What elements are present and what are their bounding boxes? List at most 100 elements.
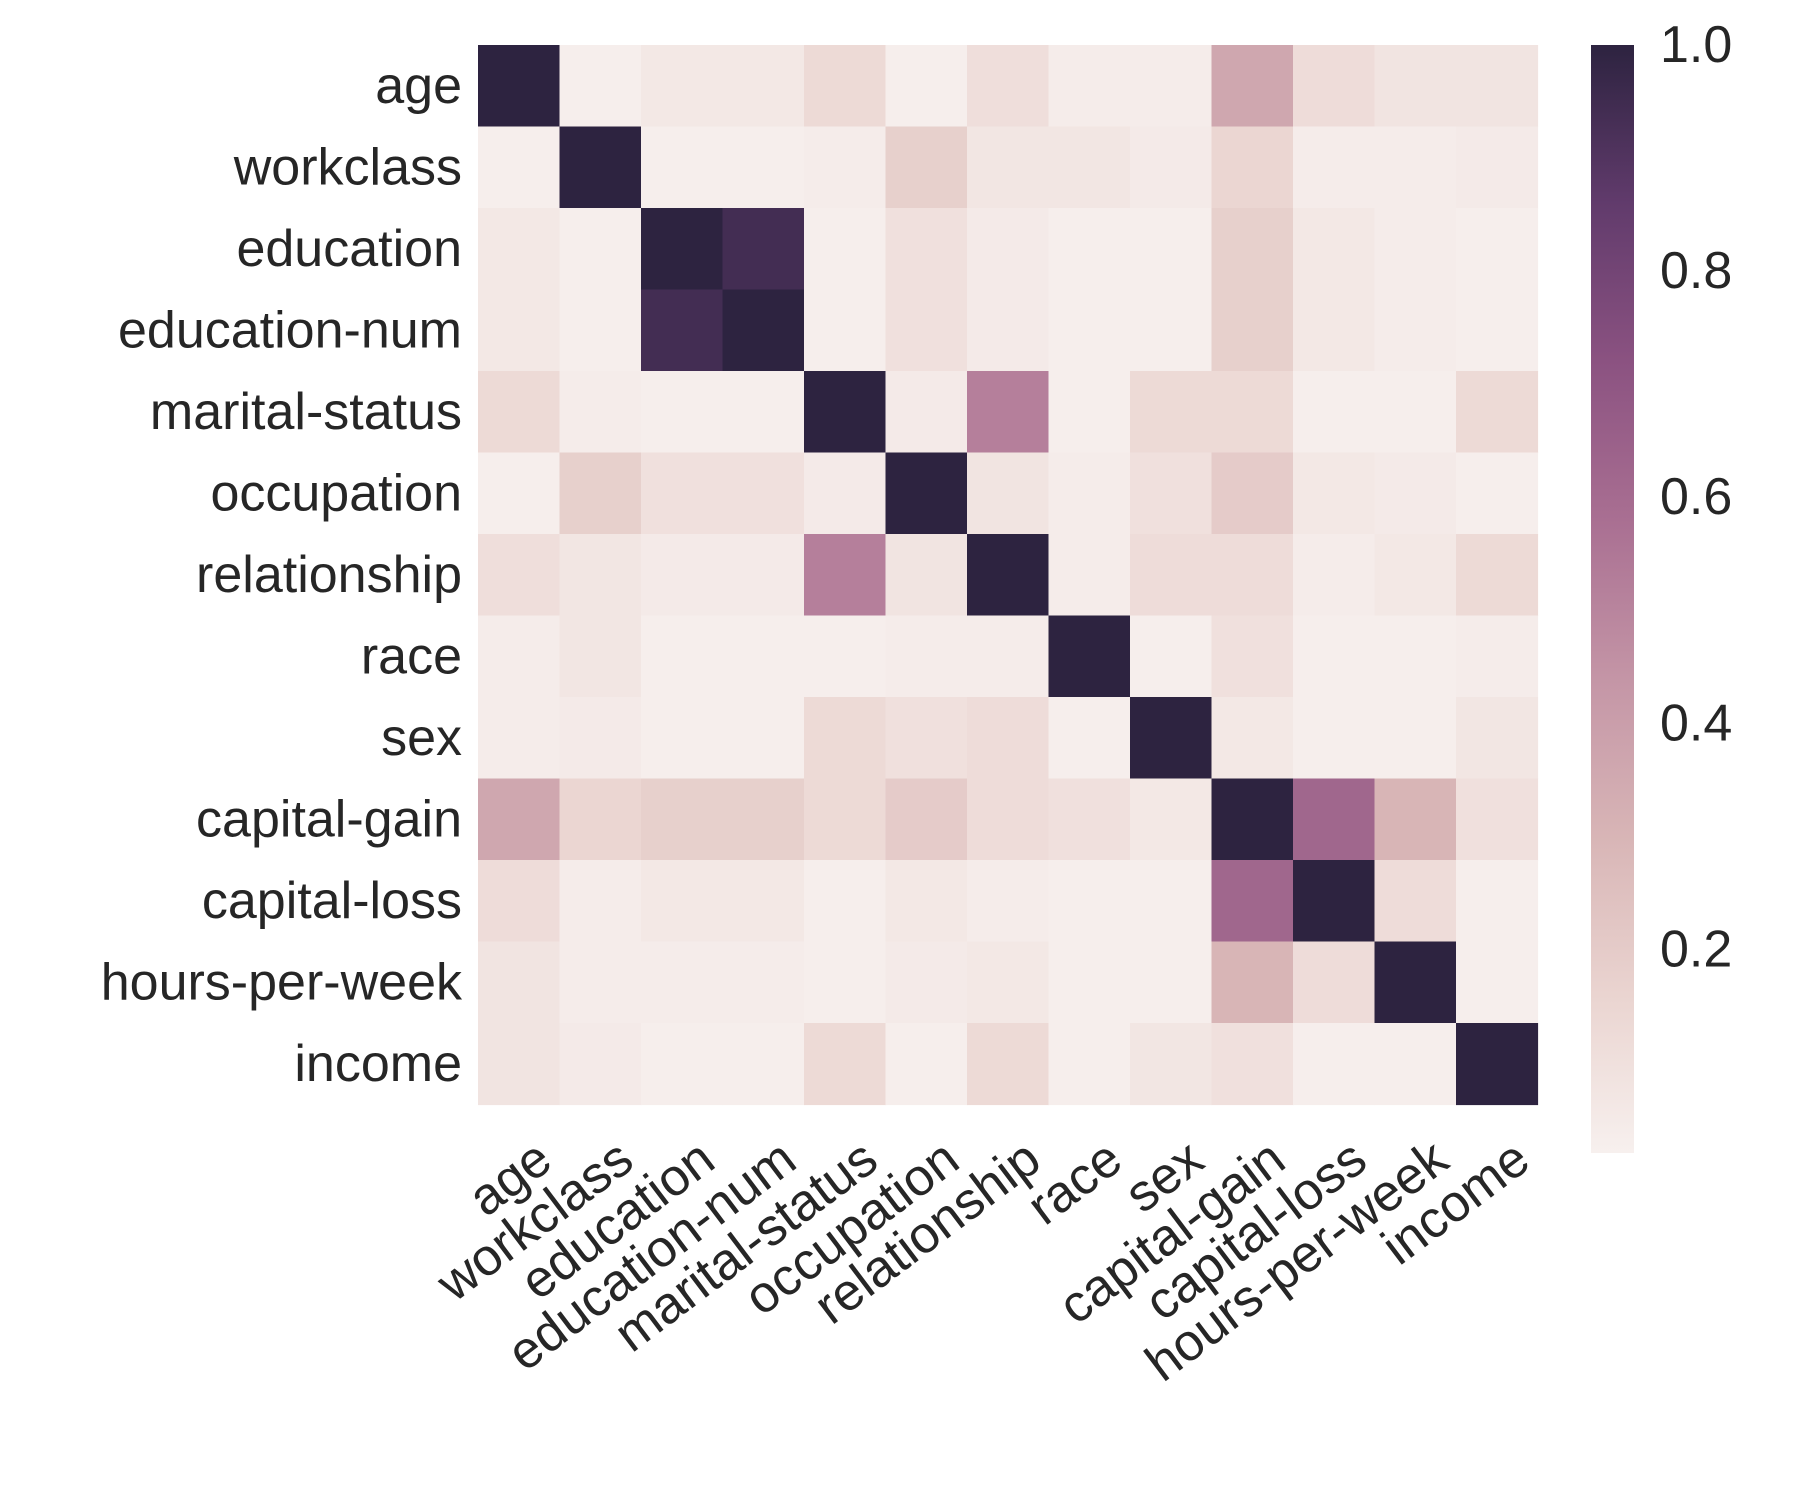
heatmap-cell-marital-status-marital-status	[804, 371, 887, 454]
heatmap-cell-occupation-hours-per-week	[1374, 452, 1457, 535]
heatmap-cell-education-occupation	[885, 208, 968, 291]
heatmap-cell-race-capital-gain	[1211, 615, 1294, 698]
heatmap-cell-occupation-capital-gain	[1211, 452, 1294, 535]
heatmap-cell-capital-gain-income	[1456, 778, 1539, 861]
heatmap-cell-capital-loss-hours-per-week	[1374, 860, 1457, 943]
y-tick-label-capital-loss: capital-loss	[202, 872, 462, 930]
heatmap-cell-age-capital-gain	[1211, 45, 1294, 128]
heatmap-cell-sex-race	[1048, 697, 1131, 780]
heatmap-cell-race-occupation	[885, 615, 968, 698]
heatmap-cell-income-sex	[1130, 1023, 1213, 1106]
heatmap-cell-age-occupation	[885, 45, 968, 128]
heatmap-cell-income-income	[1456, 1023, 1539, 1106]
heatmap-cell-workclass-marital-status	[804, 126, 887, 209]
heatmap-cell-capital-gain-marital-status	[804, 778, 887, 861]
heatmap-cell-education-sex	[1130, 208, 1213, 291]
heatmap-cell-marital-status-education-num	[722, 371, 805, 454]
heatmap-cell-education-num-education	[641, 289, 724, 372]
heatmap-cell-occupation-capital-loss	[1293, 452, 1376, 535]
heatmap-cell-marital-status-education	[641, 371, 724, 454]
heatmap-cell-education-education-num	[722, 208, 805, 291]
heatmap-cell-income-education	[641, 1023, 724, 1106]
y-tick-label-income: income	[294, 1035, 462, 1093]
heatmap-cell-capital-loss-capital-gain	[1211, 860, 1294, 943]
heatmap-cell-hours-per-week-education-num	[722, 941, 805, 1024]
heatmap-cell-hours-per-week-capital-gain	[1211, 941, 1294, 1024]
heatmap-cell-sex-occupation	[885, 697, 968, 780]
heatmap-cell-hours-per-week-sex	[1130, 941, 1213, 1024]
heatmap-cell-education-relationship	[967, 208, 1050, 291]
heatmap-cell-capital-gain-education	[641, 778, 724, 861]
colorbar-tick-label-0.6: 0.6	[1660, 468, 1732, 526]
heatmap-cell-sex-capital-gain	[1211, 697, 1294, 780]
heatmap-cell-capital-loss-education	[641, 860, 724, 943]
heatmap-cell-marital-status-workclass	[559, 371, 642, 454]
heatmap-cell-workclass-race	[1048, 126, 1131, 209]
heatmap-cell-education-num-hours-per-week	[1374, 289, 1457, 372]
heatmap-cell-capital-gain-capital-gain	[1211, 778, 1294, 861]
heatmap-cell-occupation-race	[1048, 452, 1131, 535]
heatmap-cell-age-workclass	[559, 45, 642, 128]
heatmap-cell-sex-education-num	[722, 697, 805, 780]
heatmap-cell-hours-per-week-marital-status	[804, 941, 887, 1024]
heatmap-cell-hours-per-week-occupation	[885, 941, 968, 1024]
heatmap-cell-capital-gain-age	[478, 778, 561, 861]
heatmap-cell-workclass-hours-per-week	[1374, 126, 1457, 209]
heatmap-cell-marital-status-sex	[1130, 371, 1213, 454]
heatmap-cell-sex-age	[478, 697, 561, 780]
heatmap-cell-sex-income	[1456, 697, 1539, 780]
heatmap-cell-marital-status-capital-loss	[1293, 371, 1376, 454]
heatmap-cell-capital-loss-relationship	[967, 860, 1050, 943]
heatmap-cell-capital-gain-education-num	[722, 778, 805, 861]
heatmap-cell-income-occupation	[885, 1023, 968, 1106]
heatmap-cell-relationship-marital-status	[804, 534, 887, 617]
heatmap-cell-occupation-relationship	[967, 452, 1050, 535]
y-tick-label-relationship: relationship	[196, 546, 462, 604]
heatmap-cell-hours-per-week-capital-loss	[1293, 941, 1376, 1024]
heatmap-cell-occupation-education-num	[722, 452, 805, 535]
heatmap-cell-occupation-education	[641, 452, 724, 535]
heatmap-cell-capital-gain-workclass	[559, 778, 642, 861]
heatmap-cell-income-race	[1048, 1023, 1131, 1106]
heatmap-cell-education-num-workclass	[559, 289, 642, 372]
heatmap-cell-age-relationship	[967, 45, 1050, 128]
heatmap-cell-occupation-marital-status	[804, 452, 887, 535]
heatmap-cell-capital-loss-race	[1048, 860, 1131, 943]
heatmap-cell-relationship-age	[478, 534, 561, 617]
heatmap-cell-sex-hours-per-week	[1374, 697, 1457, 780]
y-tick-label-workclass: workclass	[233, 138, 462, 196]
heatmap-cell-sex-marital-status	[804, 697, 887, 780]
heatmap-cell-capital-loss-age	[478, 860, 561, 943]
x-tick-label-race: race	[1017, 1129, 1133, 1236]
colorbar-tick-label-1.0: 1.0	[1660, 16, 1732, 74]
heatmap-cell-hours-per-week-workclass	[559, 941, 642, 1024]
heatmap-cell-age-sex	[1130, 45, 1213, 128]
heatmap-cell-hours-per-week-relationship	[967, 941, 1050, 1024]
heatmap-cell-age-education	[641, 45, 724, 128]
heatmap-cell-capital-loss-workclass	[559, 860, 642, 943]
y-tick-label-occupation: occupation	[210, 464, 462, 522]
heatmap-cell-workclass-workclass	[559, 126, 642, 209]
heatmap-cell-education-num-sex	[1130, 289, 1213, 372]
heatmap-cell-education-age	[478, 208, 561, 291]
heatmap-cell-capital-gain-relationship	[967, 778, 1050, 861]
heatmap-cell-education-num-relationship	[967, 289, 1050, 372]
heatmap-cell-education-hours-per-week	[1374, 208, 1457, 291]
heatmap-cell-age-hours-per-week	[1374, 45, 1457, 128]
heatmap-cell-education-num-race	[1048, 289, 1131, 372]
heatmap-cell-race-sex	[1130, 615, 1213, 698]
heatmap-cell-relationship-relationship	[967, 534, 1050, 617]
colorbar: 0.2 0.4 0.6 0.8 1.0	[1591, 16, 1732, 1153]
heatmap-cell-education-num-capital-loss	[1293, 289, 1376, 372]
heatmap-cells	[478, 45, 1539, 1106]
heatmap-cell-marital-status-income	[1456, 371, 1539, 454]
heatmap-cell-occupation-workclass	[559, 452, 642, 535]
heatmap-cell-relationship-education-num	[722, 534, 805, 617]
heatmap-cell-age-marital-status	[804, 45, 887, 128]
heatmap-cell-hours-per-week-hours-per-week	[1374, 941, 1457, 1024]
heatmap-cell-occupation-occupation	[885, 452, 968, 535]
heatmap-cell-relationship-income	[1456, 534, 1539, 617]
heatmap-cell-occupation-income	[1456, 452, 1539, 535]
heatmap-cell-workclass-occupation	[885, 126, 968, 209]
heatmap-cell-education-num-occupation	[885, 289, 968, 372]
